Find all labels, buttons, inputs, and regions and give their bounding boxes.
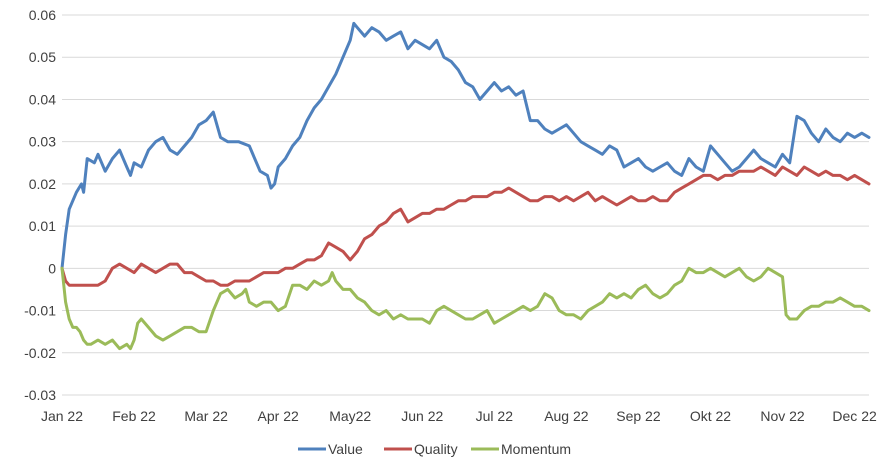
series-line-value — [60, 21, 871, 270]
y-tick-label: -0.03 — [24, 387, 56, 403]
legend-item-quality: Quality — [384, 441, 458, 457]
y-axis: -0.03 -0.02 -0.01 0 0.01 0.02 0.03 0.04 0.05 0.06 — [24, 7, 56, 403]
series-lines — [60, 21, 871, 351]
y-tick-label: 0.02 — [29, 176, 56, 192]
x-tick-label: May22 — [329, 408, 371, 424]
x-tick-label: Apr 22 — [258, 408, 299, 424]
legend: Value Quality Momentum — [298, 441, 571, 457]
legend-label: Value — [328, 441, 363, 457]
x-tick-label: Jan 22 — [41, 408, 83, 424]
x-tick-label: Okt 22 — [690, 408, 731, 424]
x-axis: Jan 22 Feb 22 Mar 22 Apr 22 May22 Jun 22 Jul 2… — [41, 408, 877, 424]
legend-label: Quality — [414, 441, 458, 457]
series-line-quality — [60, 165, 871, 287]
y-tick-label: 0.06 — [29, 7, 56, 23]
y-tick-label: 0.05 — [29, 49, 56, 65]
series-line-momentum — [60, 266, 871, 351]
y-tick-label: -0.02 — [24, 345, 56, 361]
legend-label: Momentum — [501, 441, 571, 457]
y-tick-label: -0.01 — [24, 303, 56, 319]
x-tick-label: Jun 22 — [401, 408, 443, 424]
y-tick-label: 0.01 — [29, 218, 56, 234]
legend-item-momentum: Momentum — [471, 441, 571, 457]
y-tick-label: 0.04 — [29, 91, 56, 107]
x-tick-label: Mar 22 — [184, 408, 228, 424]
x-tick-label: Feb 22 — [112, 408, 156, 424]
legend-item-value: Value — [298, 441, 363, 457]
y-tick-label: 0 — [48, 260, 56, 276]
x-tick-label: Nov 22 — [760, 408, 805, 424]
y-tick-label: 0.03 — [29, 134, 56, 150]
x-tick-label: Dec 22 — [832, 408, 877, 424]
x-tick-label: Aug 22 — [544, 408, 589, 424]
x-tick-label: Sep 22 — [616, 408, 661, 424]
x-tick-label: Jul 22 — [476, 408, 514, 424]
gridlines — [62, 14, 869, 396]
